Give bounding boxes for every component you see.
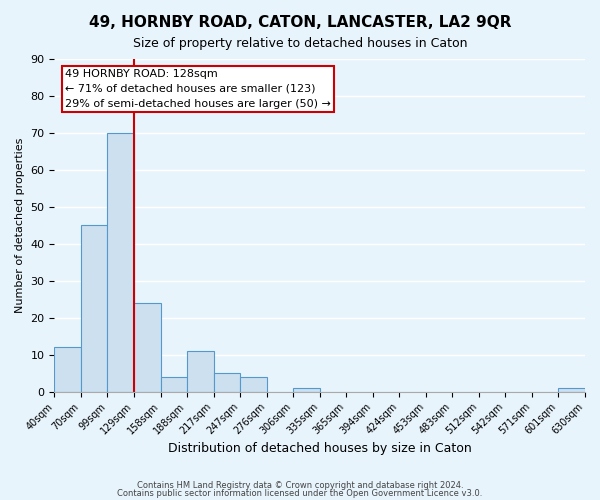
Text: Contains HM Land Registry data © Crown copyright and database right 2024.: Contains HM Land Registry data © Crown c… [137, 481, 463, 490]
Bar [559, 388, 585, 392]
Bar [240, 377, 266, 392]
Text: Size of property relative to detached houses in Caton: Size of property relative to detached ho… [133, 38, 467, 51]
X-axis label: Distribution of detached houses by size in Caton: Distribution of detached houses by size … [168, 442, 472, 455]
Bar [134, 303, 161, 392]
Text: 49 HORNBY ROAD: 128sqm
← 71% of detached houses are smaller (123)
29% of semi-de: 49 HORNBY ROAD: 128sqm ← 71% of detached… [65, 69, 331, 108]
Bar [81, 226, 107, 392]
Bar [107, 133, 134, 392]
Text: Contains public sector information licensed under the Open Government Licence v3: Contains public sector information licen… [118, 488, 482, 498]
Bar [187, 351, 214, 392]
Text: 49, HORNBY ROAD, CATON, LANCASTER, LA2 9QR: 49, HORNBY ROAD, CATON, LANCASTER, LA2 9… [89, 15, 511, 30]
Bar [293, 388, 320, 392]
Y-axis label: Number of detached properties: Number of detached properties [15, 138, 25, 313]
Bar [161, 377, 187, 392]
Bar [55, 348, 81, 392]
Bar [214, 374, 240, 392]
